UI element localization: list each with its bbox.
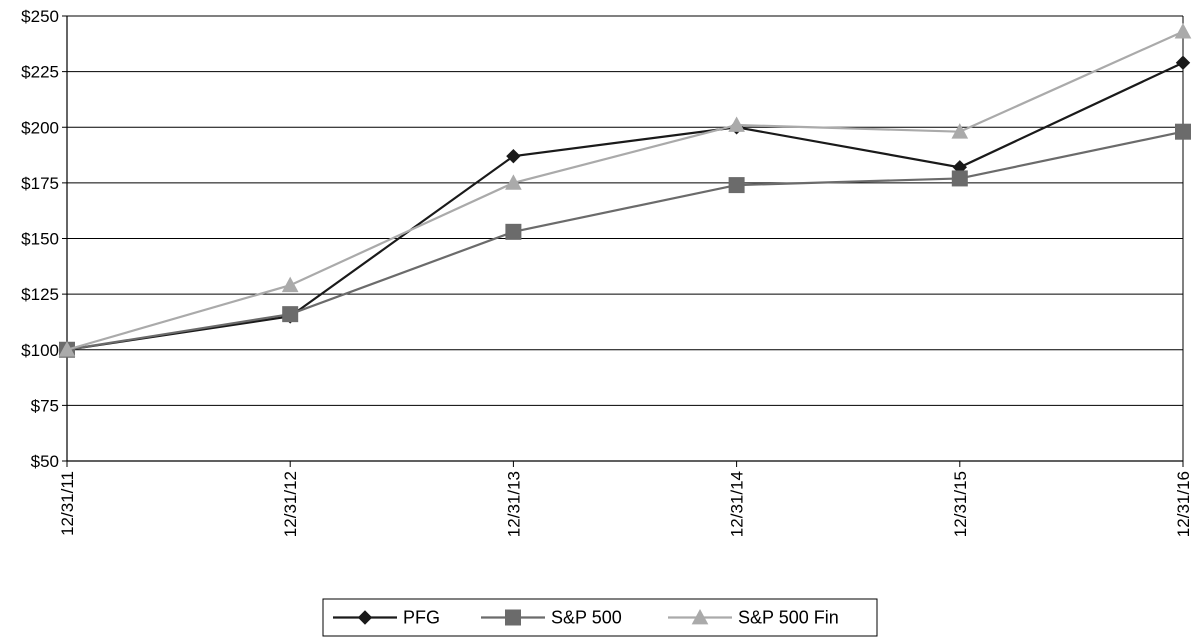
data-point — [58, 341, 76, 357]
y-tick-label: $225 — [21, 63, 59, 82]
x-tick-label: 12/31/11 — [58, 471, 77, 536]
y-tick-labels: $50 $75 $100 $125 $150 $175 $200 $225 $250 — [21, 7, 59, 471]
x-tick-label: 12/31/16 — [1174, 471, 1193, 537]
x-tick-label: 12/31/15 — [951, 471, 970, 537]
legend-marker — [505, 609, 521, 626]
y-tick-label: $150 — [21, 230, 59, 249]
x-tick-label: 12/31/14 — [728, 471, 747, 537]
grid-lines — [67, 15, 1183, 462]
data-point — [1174, 23, 1192, 39]
data-point — [506, 148, 521, 164]
data-point — [951, 123, 969, 139]
data-point — [728, 177, 745, 194]
series-line — [66, 30, 1184, 351]
x-tick-labels: 12/31/11 12/31/12 12/31/13 12/31/14 12/31/15… — [58, 471, 1193, 537]
data-point — [281, 276, 299, 293]
legend: PFG S&P 500 S&P 500 Fin — [322, 598, 878, 637]
data-point — [505, 223, 522, 240]
y-tick-label: $200 — [21, 118, 59, 137]
data-point — [282, 306, 299, 323]
y-tick-label: $125 — [21, 285, 59, 304]
data-point — [1175, 123, 1191, 140]
series-s-p-500-fin — [58, 23, 1192, 357]
legend-box — [322, 598, 878, 637]
legend-marker — [691, 608, 709, 625]
y-tick-label: $75 — [31, 396, 59, 415]
series-line — [66, 130, 1184, 351]
data-point — [951, 170, 968, 187]
legend-item: S&P 500 Fin — [668, 608, 839, 628]
series-pfg — [59, 55, 1191, 357]
y-tick-label: $50 — [31, 452, 59, 471]
legend-item: S&P 500 — [481, 608, 622, 628]
series-line — [66, 61, 1184, 351]
data-point — [505, 174, 522, 190]
data-point — [1175, 55, 1191, 70]
legend-item: PFG — [333, 608, 440, 628]
y-tick-label: $100 — [21, 341, 59, 360]
data-point — [728, 116, 745, 132]
legend-label: PFG — [403, 608, 440, 628]
legend-label: S&P 500 Fin — [738, 608, 839, 628]
x-tick-label: 12/31/12 — [281, 471, 300, 537]
legend-marker — [357, 610, 373, 625]
series-lines — [58, 23, 1192, 358]
legend-label: S&P 500 — [551, 608, 622, 628]
axes — [62, 15, 1184, 467]
x-tick-label: 12/31/13 — [504, 471, 523, 537]
y-tick-label: $175 — [21, 174, 59, 193]
y-tick-label: $250 — [21, 7, 59, 26]
series-s-p-500 — [59, 123, 1191, 358]
